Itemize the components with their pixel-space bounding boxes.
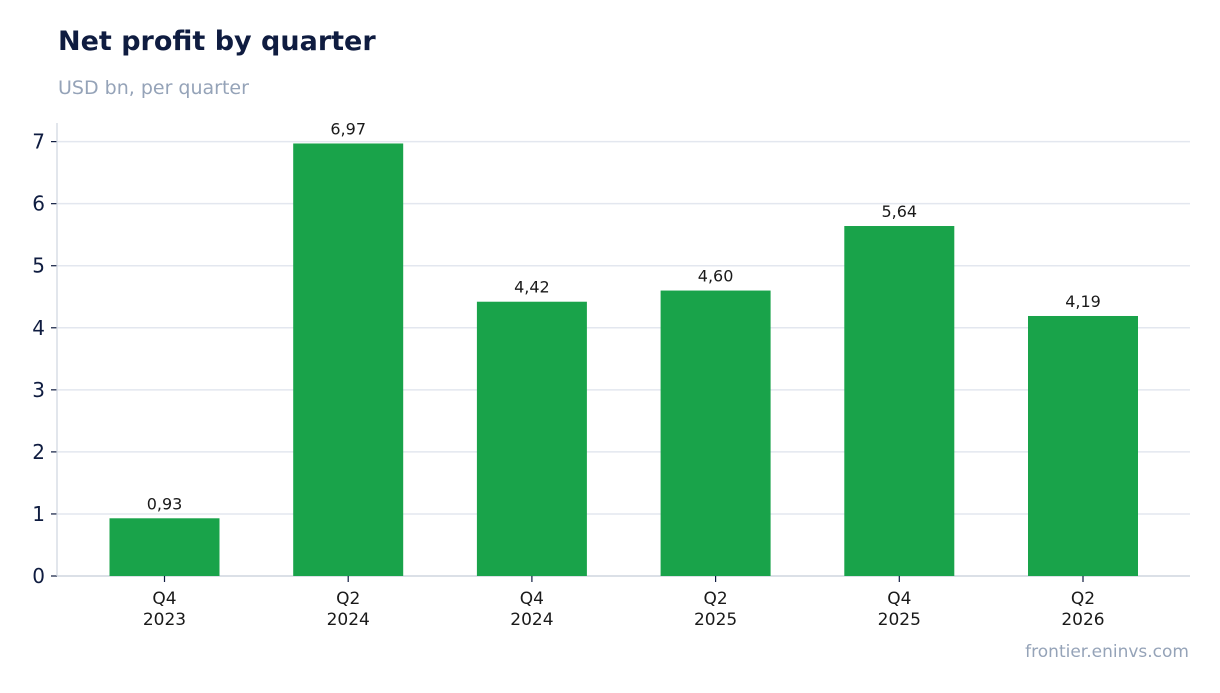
y-tick-label: 6: [32, 192, 45, 216]
x-tick-label-quarter: Q4: [887, 589, 911, 609]
x-tick-label-year: 2025: [694, 610, 737, 630]
chart-subtitle: USD bn, per quarter: [58, 77, 249, 99]
bar: [844, 226, 955, 576]
y-tick-label: 0: [32, 564, 45, 588]
y-tick-label: 3: [32, 378, 45, 402]
x-tick-label-quarter: Q2: [1071, 589, 1095, 609]
bar: [660, 290, 771, 576]
y-tick-label: 7: [32, 130, 45, 154]
y-tick-label: 4: [32, 316, 45, 340]
chart-title: Net profit by quarter: [58, 26, 376, 57]
y-tick-label: 1: [32, 502, 45, 526]
source-label: frontier.eninvs.com: [1025, 642, 1189, 662]
bar-value-label: 6,97: [330, 119, 366, 138]
bar-value-label: 5,64: [881, 202, 917, 221]
bar: [476, 301, 587, 576]
x-tick-label-year: 2023: [143, 610, 186, 630]
bar: [293, 143, 404, 576]
bar-value-label: 4,42: [514, 278, 550, 297]
bar: [109, 518, 220, 576]
x-tick-label-year: 2026: [1061, 610, 1104, 630]
x-tick-label-quarter: Q2: [703, 589, 727, 609]
y-tick-label: 5: [32, 254, 45, 278]
bar: [1028, 315, 1138, 576]
x-tick-label-year: 2025: [878, 610, 921, 630]
bar-value-label: 4,60: [698, 267, 734, 286]
x-tick-label-year: 2024: [327, 610, 370, 630]
x-tick-label-quarter: Q2: [336, 589, 360, 609]
x-tick-label-quarter: Q4: [520, 589, 544, 609]
y-tick-label: 2: [32, 440, 45, 464]
x-tick-label-year: 2024: [510, 610, 553, 630]
bar-value-label: 4,19: [1065, 292, 1101, 311]
x-tick-label-quarter: Q4: [152, 589, 176, 609]
bar-value-label: 0,93: [147, 494, 183, 513]
